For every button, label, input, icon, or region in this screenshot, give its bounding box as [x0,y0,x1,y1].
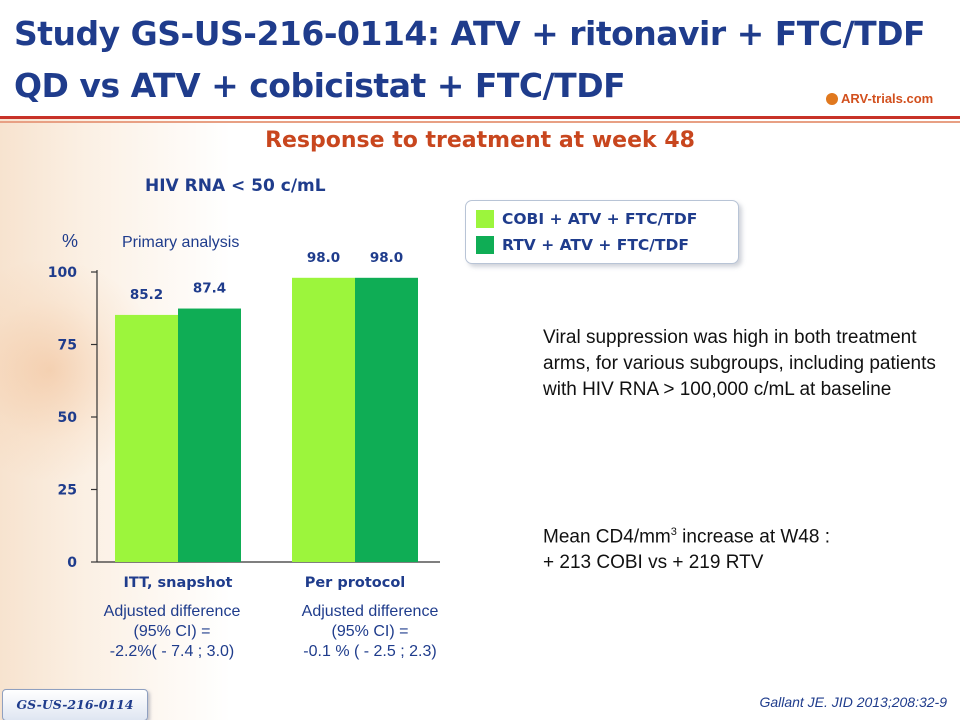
header: Study GS-US-216-0114: ATV + ritonavir + … [0,0,960,118]
bar-cobi-0 [115,314,178,562]
y-tick-label: 25 [58,483,77,499]
primary-analysis-label: Primary analysis [122,234,240,251]
cd4-increase-note: Mean CD4/mm3 increase at W48 : + 213 COB… [543,519,943,576]
data-label: 98.0 [307,250,340,266]
data-label: 85.2 [130,287,163,303]
y-tick-label: 0 [67,555,77,571]
chart-title: HIV RNA < 50 c/mL [145,176,326,196]
bar-cobi-1 [292,277,355,562]
cd4-note-line2: + 213 COBI vs + 219 RTV [543,552,764,574]
data-label: 98.0 [370,250,403,266]
study-tag: GS-US-216-0114 [2,689,148,720]
bar-rtv-1 [355,277,418,562]
slide-subtitle: Response to treatment at week 48 [265,128,695,153]
header-divider [0,116,960,119]
legend-swatch-cobi [476,210,494,228]
data-label: 87.4 [193,281,226,297]
y-tick-label: 50 [58,410,78,426]
legend-label-rtv: RTV + ATV + FTC/TDF [502,236,689,254]
slide-title-line1: Study GS-US-216-0114: ATV + ritonavir + … [14,14,926,53]
chart-legend: COBI + ATV + FTC/TDF RTV + ATV + FTC/TDF [465,200,739,264]
header-divider-secondary [0,121,960,123]
cd4-note-prefix: Mean CD4/mm [543,526,671,548]
y-axis-label: % [62,231,78,251]
viral-suppression-note: Viral suppression was high in both treat… [543,327,936,400]
citation: Gallant JE. JID 2013;208:32-9 [759,694,947,710]
cd4-note-superscript: 3 [670,526,677,538]
x-category-label: Per protocol [305,575,406,591]
logo-mark-icon [826,92,838,105]
legend-item-rtv: RTV + ATV + FTC/TDF [476,236,689,254]
logo-text: ARV-trials.com [841,91,934,106]
cd4-note-suffix: increase at W48 : [676,526,830,548]
adjusted-itt-line1: Adjusted difference [103,603,241,620]
legend-item-cobi: COBI + ATV + FTC/TDF [476,210,697,228]
y-tick-label: 75 [58,338,77,354]
adjusted-itt-line3: -2.2%( - 7.4 ; 3.0) [109,643,235,660]
adjusted-pp-line1: Adjusted difference [301,603,439,620]
adjusted-difference-pp: Adjusted difference (95% CI) = -0.1 % ( … [270,602,470,662]
adjusted-itt-line2: (95% CI) = [133,623,211,640]
slide-title-line2: QD vs ATV + cobicistat + FTC/TDF [14,66,626,105]
adjusted-difference-itt: Adjusted difference (95% CI) = -2.2%( - … [72,602,272,662]
study-tag-label: GS-US-216-0114 [16,697,134,712]
x-category-label: ITT, snapshot [124,575,233,591]
y-tick-label: 100 [48,265,77,281]
arv-trials-logo: ARV-trials.com [826,91,933,106]
legend-swatch-rtv [476,236,494,254]
legend-label-cobi: COBI + ATV + FTC/TDF [502,210,698,228]
adjusted-pp-line3: -0.1 % ( - 2.5 ; 2.3) [303,643,437,660]
bar-rtv-0 [178,308,241,562]
adjusted-pp-line2: (95% CI) = [331,623,409,640]
